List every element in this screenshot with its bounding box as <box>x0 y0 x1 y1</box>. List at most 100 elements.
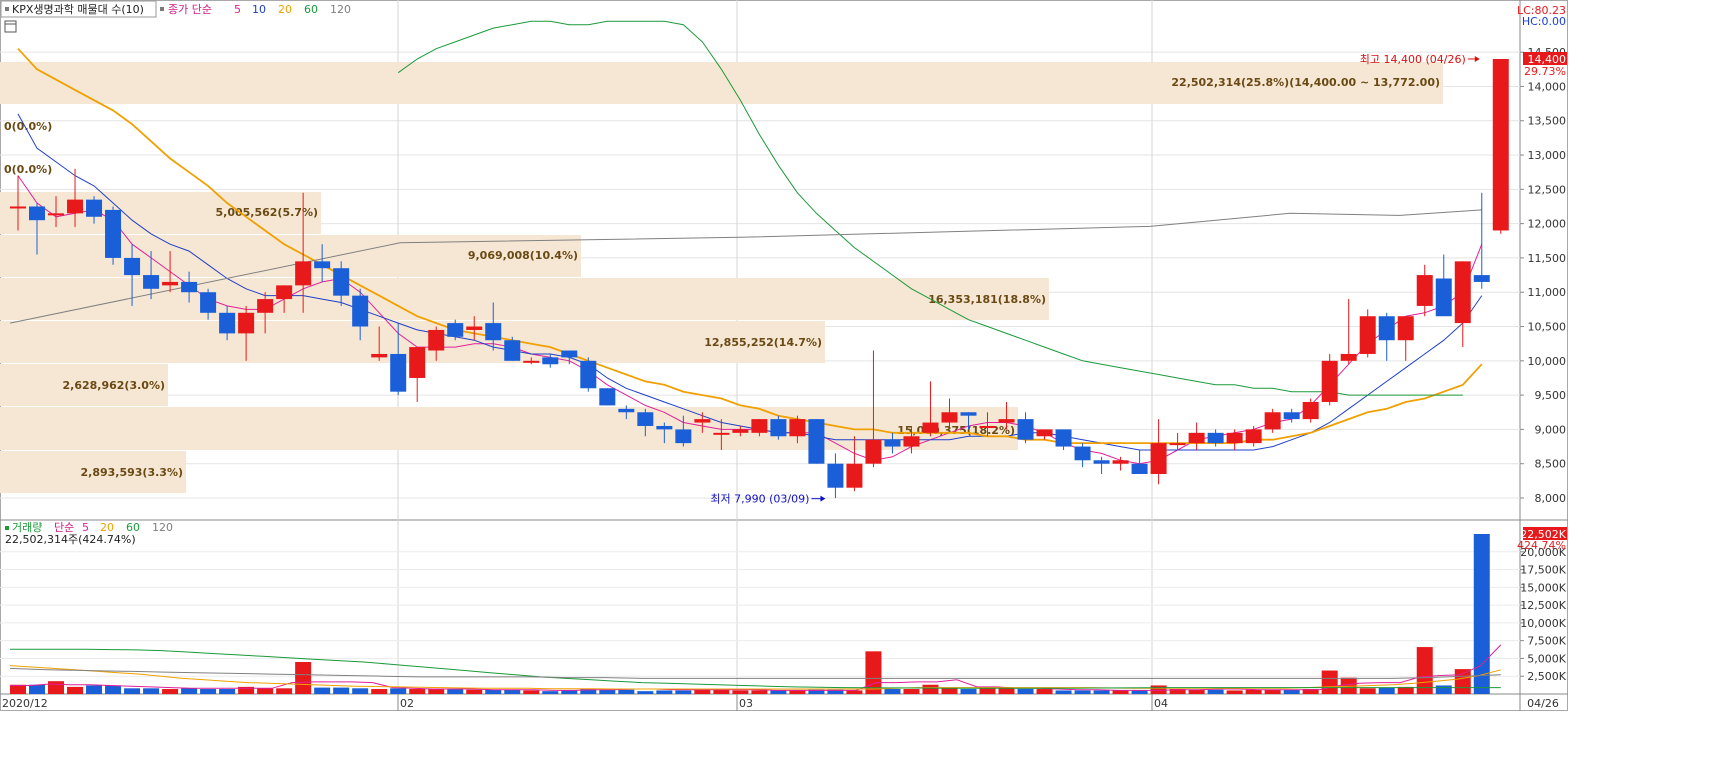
volume-bar <box>1283 689 1300 694</box>
current-volume-change: 424.74% <box>1517 539 1566 552</box>
axes: 14,50014,00013,50013,00012,50012,00011,5… <box>2 4 1567 711</box>
volume-bar <box>10 684 26 694</box>
ma-legend-item: 10 <box>252 3 266 16</box>
candle-body <box>1112 460 1129 464</box>
candle-body <box>257 299 274 313</box>
price-tick-label: 12,500 <box>1528 183 1567 196</box>
candle-body <box>675 429 692 444</box>
volume-bar <box>1359 688 1376 694</box>
candle-body <box>1074 446 1091 461</box>
candle-body <box>1150 443 1167 474</box>
volume-bar <box>941 687 958 694</box>
high-price-label: 최고 14,400 (04/26) <box>1360 53 1466 66</box>
volume-bar <box>29 684 46 694</box>
price-legend: KPX생명과학 매물대 수(10) 종가 단순 5 10 20 60 120 <box>0 0 351 18</box>
volume-plot[interactable] <box>9 534 1502 694</box>
volume-bar <box>732 690 749 694</box>
candle-body <box>1226 432 1243 444</box>
high-arrow-head <box>1474 56 1480 62</box>
candle-body <box>1188 432 1205 444</box>
volume-bar <box>789 690 806 694</box>
volume-bar <box>1093 690 1110 694</box>
current-price-value: 14,400 <box>1528 53 1567 66</box>
candle-body <box>523 360 540 363</box>
volume-tick-label: 20,000K <box>1520 546 1566 559</box>
candle-body <box>200 292 217 313</box>
volume-bar <box>561 690 578 694</box>
candle-body <box>48 213 65 216</box>
volume-tick-label: 17,500K <box>1520 564 1566 577</box>
candle-body <box>1169 443 1186 446</box>
candle-body <box>276 285 293 300</box>
volume-tick-label: 12,500K <box>1520 599 1566 612</box>
volume-bar <box>48 681 65 694</box>
x-tick-label: 03 <box>739 697 753 710</box>
volume-bar <box>1397 686 1414 694</box>
volume-bar <box>1017 689 1034 694</box>
volume-ma-line-20 <box>9 665 1501 690</box>
candle-body <box>86 199 103 217</box>
candle-body <box>561 350 578 358</box>
volume-bar <box>637 691 654 694</box>
candle-body <box>542 357 559 365</box>
current-price-tag <box>1523 52 1567 65</box>
price-tick-label: 9,500 <box>1535 389 1567 402</box>
volume-profile-band <box>0 364 168 406</box>
volume-bar <box>1150 685 1167 694</box>
low-price-label: 최저 7,990 (03/09) <box>710 493 809 506</box>
volume-ma-prefix: 단순 <box>54 521 74 534</box>
volume-bar <box>808 689 825 694</box>
candle-body <box>789 419 806 437</box>
volume-bar <box>1207 689 1224 694</box>
candle-body <box>485 323 502 341</box>
volume-ma-line-60 <box>10 648 1501 689</box>
candle-body <box>352 295 369 327</box>
candle-body <box>1017 419 1034 440</box>
x-tick-label: 2020/12 <box>2 697 48 710</box>
x-tick-label: 04 <box>1154 697 1168 710</box>
price-plot[interactable] <box>9 20 1509 498</box>
candle-body <box>998 419 1015 423</box>
candle-body <box>1264 412 1281 430</box>
volume-bar <box>390 688 407 694</box>
volume-bar <box>257 688 274 694</box>
candle-body <box>1340 353 1357 361</box>
volume-bar <box>124 688 141 694</box>
candle-body <box>732 429 749 433</box>
ma-legend-item: 20 <box>278 3 292 16</box>
candle-body <box>504 340 521 361</box>
candle-body <box>314 261 331 269</box>
volume-bar <box>200 689 217 694</box>
volume-bar <box>67 686 84 694</box>
volume-bar <box>1245 689 1262 694</box>
volume-bar <box>1378 687 1395 694</box>
volume-ma-legend-item: 60 <box>126 521 140 534</box>
candle-body <box>390 353 407 392</box>
candle-body <box>751 419 768 433</box>
volume-profile-band <box>0 235 581 277</box>
candle-body <box>409 347 426 378</box>
volume-profile-label: 9,069,008(10.4%) <box>468 249 578 262</box>
volume-bar <box>447 689 464 694</box>
volume-bar <box>1112 690 1129 694</box>
volume-bar <box>1435 685 1452 694</box>
candle-body <box>295 261 312 286</box>
candle-body <box>884 439 901 447</box>
volume-tick-label: 2,500K <box>1527 670 1566 683</box>
candle-body <box>1131 463 1148 474</box>
volume-bar <box>523 690 540 694</box>
volume-bar <box>105 685 122 694</box>
low-arrow-head <box>820 495 826 502</box>
volume-profile-label: 0(0.0%) <box>4 163 52 176</box>
volume-tick-label: 15,000K <box>1520 581 1566 594</box>
candle-body <box>618 408 635 413</box>
candle-body <box>466 326 483 330</box>
volume-bar <box>276 688 293 694</box>
lc-value: LC:80.23 <box>1517 4 1566 17</box>
volume-bar <box>428 689 445 694</box>
volume-tick-label: 10,000K <box>1520 617 1566 630</box>
volume-bar <box>1055 690 1072 694</box>
